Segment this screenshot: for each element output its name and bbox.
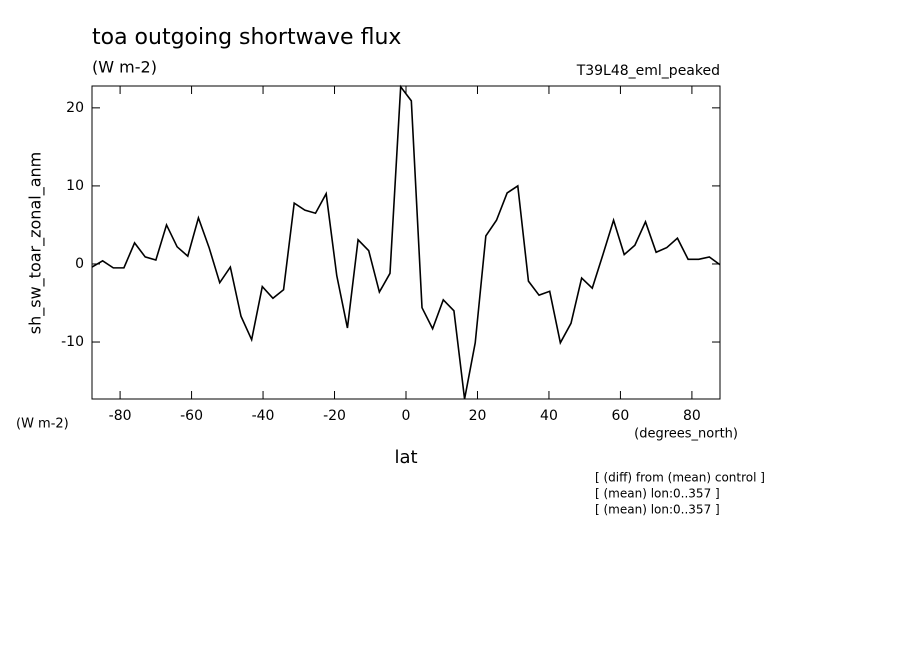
x-axis-label: lat [394,447,417,468]
x-tick-label: -20 [323,408,346,424]
y-tick-label: -10 [61,334,84,350]
x-tick-label: -40 [252,408,275,424]
y-axis-label: sh_sw_toar_zonal_anm [26,152,46,334]
chart-subtitle: (W m-2) [92,58,157,77]
y-tick-label: 0 [75,256,84,272]
y-tick-label: 20 [66,100,84,116]
dataset-label: T39L48_eml_peaked [576,63,720,79]
chart-title: toa outgoing shortwave flux [92,25,401,50]
x-tick-label: 60 [612,408,630,424]
data-line [91,84,721,400]
note: [ (mean) lon:0..357 ] [595,503,720,517]
x-tick-label: 0 [402,408,411,424]
x-tick-label: 80 [683,408,701,424]
x-tick-label: 40 [540,408,558,424]
y-units: (W m-2) [16,417,69,432]
x-tick-label: -60 [180,408,203,424]
note: [ (mean) lon:0..357 ] [595,487,720,501]
x-tick-label: -80 [109,408,132,424]
note: [ (diff) from (mean) control ] [595,471,765,485]
x-units: (degrees_north) [634,427,738,442]
x-tick-label: 20 [469,408,487,424]
y-tick-label: 10 [66,178,84,194]
